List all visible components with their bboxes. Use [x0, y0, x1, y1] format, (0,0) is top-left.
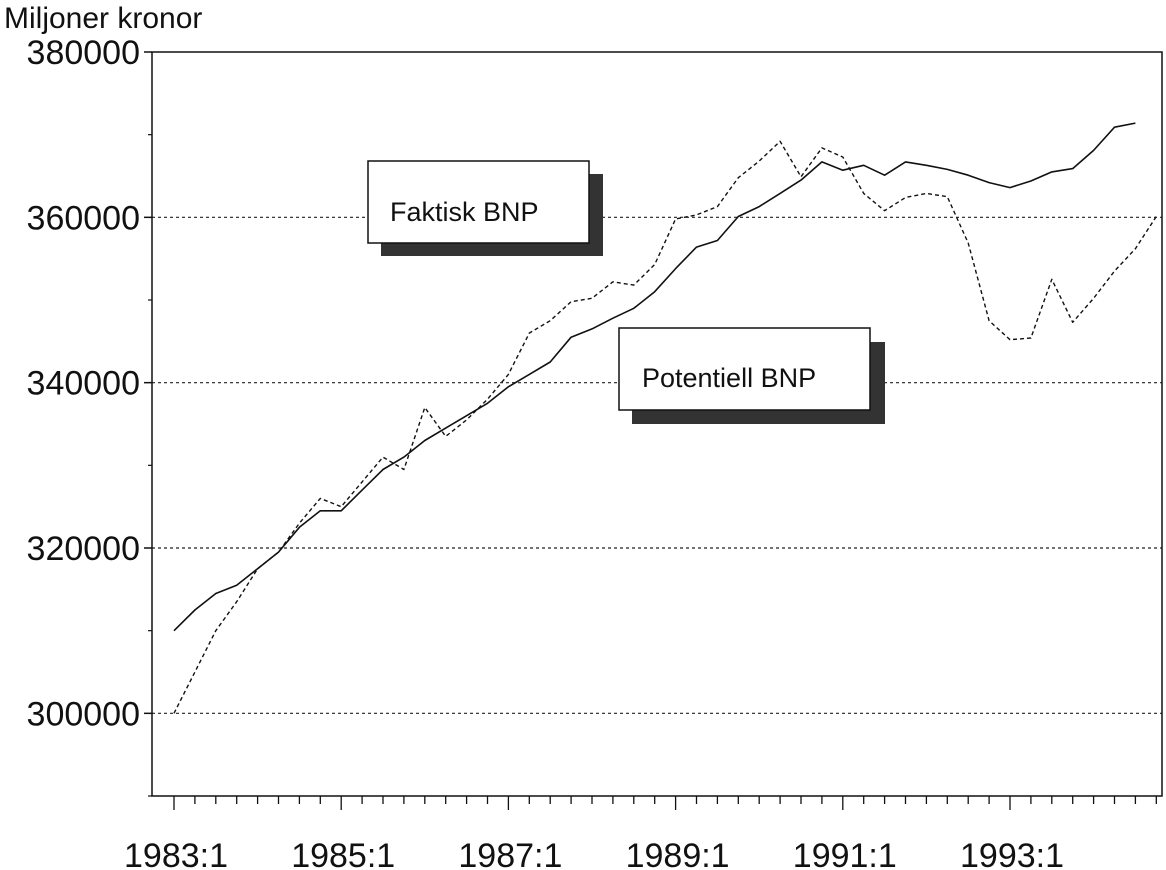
y-axis-label: Miljoner kronor	[4, 2, 202, 35]
faktisk-bnp-label: Faktisk BNP	[390, 197, 539, 227]
gridlines	[152, 216, 1162, 714]
y-axis: 300000 320000 340000 360000 380000	[27, 34, 152, 797]
potentiell-bnp-label-frame	[618, 327, 871, 411]
y-tick-label: 300000	[27, 695, 140, 733]
y-tick-label: 360000	[27, 199, 140, 237]
x-tick-label: 1983:1	[124, 837, 228, 870]
y-tick-label: 320000	[27, 530, 140, 568]
x-tick-label: 1987:1	[458, 837, 562, 870]
plot-frame	[151, 51, 1163, 797]
x-tick-label: 1985:1	[291, 837, 395, 870]
series-potentiell-bnp-line	[173, 122, 1136, 632]
x-axis: 1983:1 1985:1 1987:1 1989:1 1991:1 1993:1	[124, 796, 1157, 870]
series-group	[173, 122, 1157, 714]
y-tick-label: 340000	[27, 365, 140, 403]
series-faktisk-bnp-line	[173, 140, 1157, 714]
faktisk-bnp-label-box: Faktisk BNP	[367, 160, 603, 256]
x-tick-label: 1993:1	[960, 837, 1064, 870]
y-tick-label: 380000	[27, 34, 140, 72]
x-tick-label: 1991:1	[793, 837, 897, 870]
potentiell-bnp-label-box: Potentiell BNP	[618, 327, 885, 424]
x-tick-label: 1989:1	[626, 837, 730, 870]
faktisk-bnp-label-frame	[367, 160, 590, 244]
potentiell-bnp-label: Potentiell BNP	[642, 363, 816, 393]
